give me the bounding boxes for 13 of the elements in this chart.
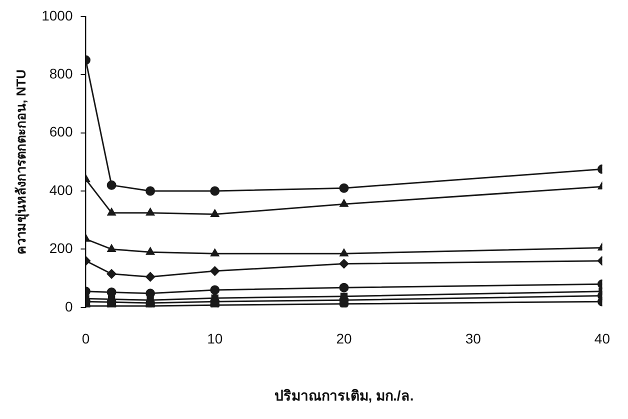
y-tick-label: 800 <box>49 65 73 82</box>
x-tick-label: 30 <box>465 330 482 347</box>
x-tick-label: 40 <box>594 330 610 347</box>
x-tick-label: 0 <box>82 330 90 347</box>
x-tick-label: 10 <box>207 330 223 347</box>
y-tick-label: 1000 <box>42 7 73 24</box>
y-tick-label: 0 <box>64 298 73 314</box>
y-tick-label: 600 <box>49 124 73 140</box>
x-axis-title: ปริมาณการเติม, มก./ล. <box>274 387 414 404</box>
x-tick-label: 20 <box>336 330 352 347</box>
y-axis-title: ความขุ่นหลังการตกตะกอน, NTU <box>13 69 30 254</box>
y-tick-label: 400 <box>49 182 73 198</box>
y-tick-label: 200 <box>49 240 73 256</box>
